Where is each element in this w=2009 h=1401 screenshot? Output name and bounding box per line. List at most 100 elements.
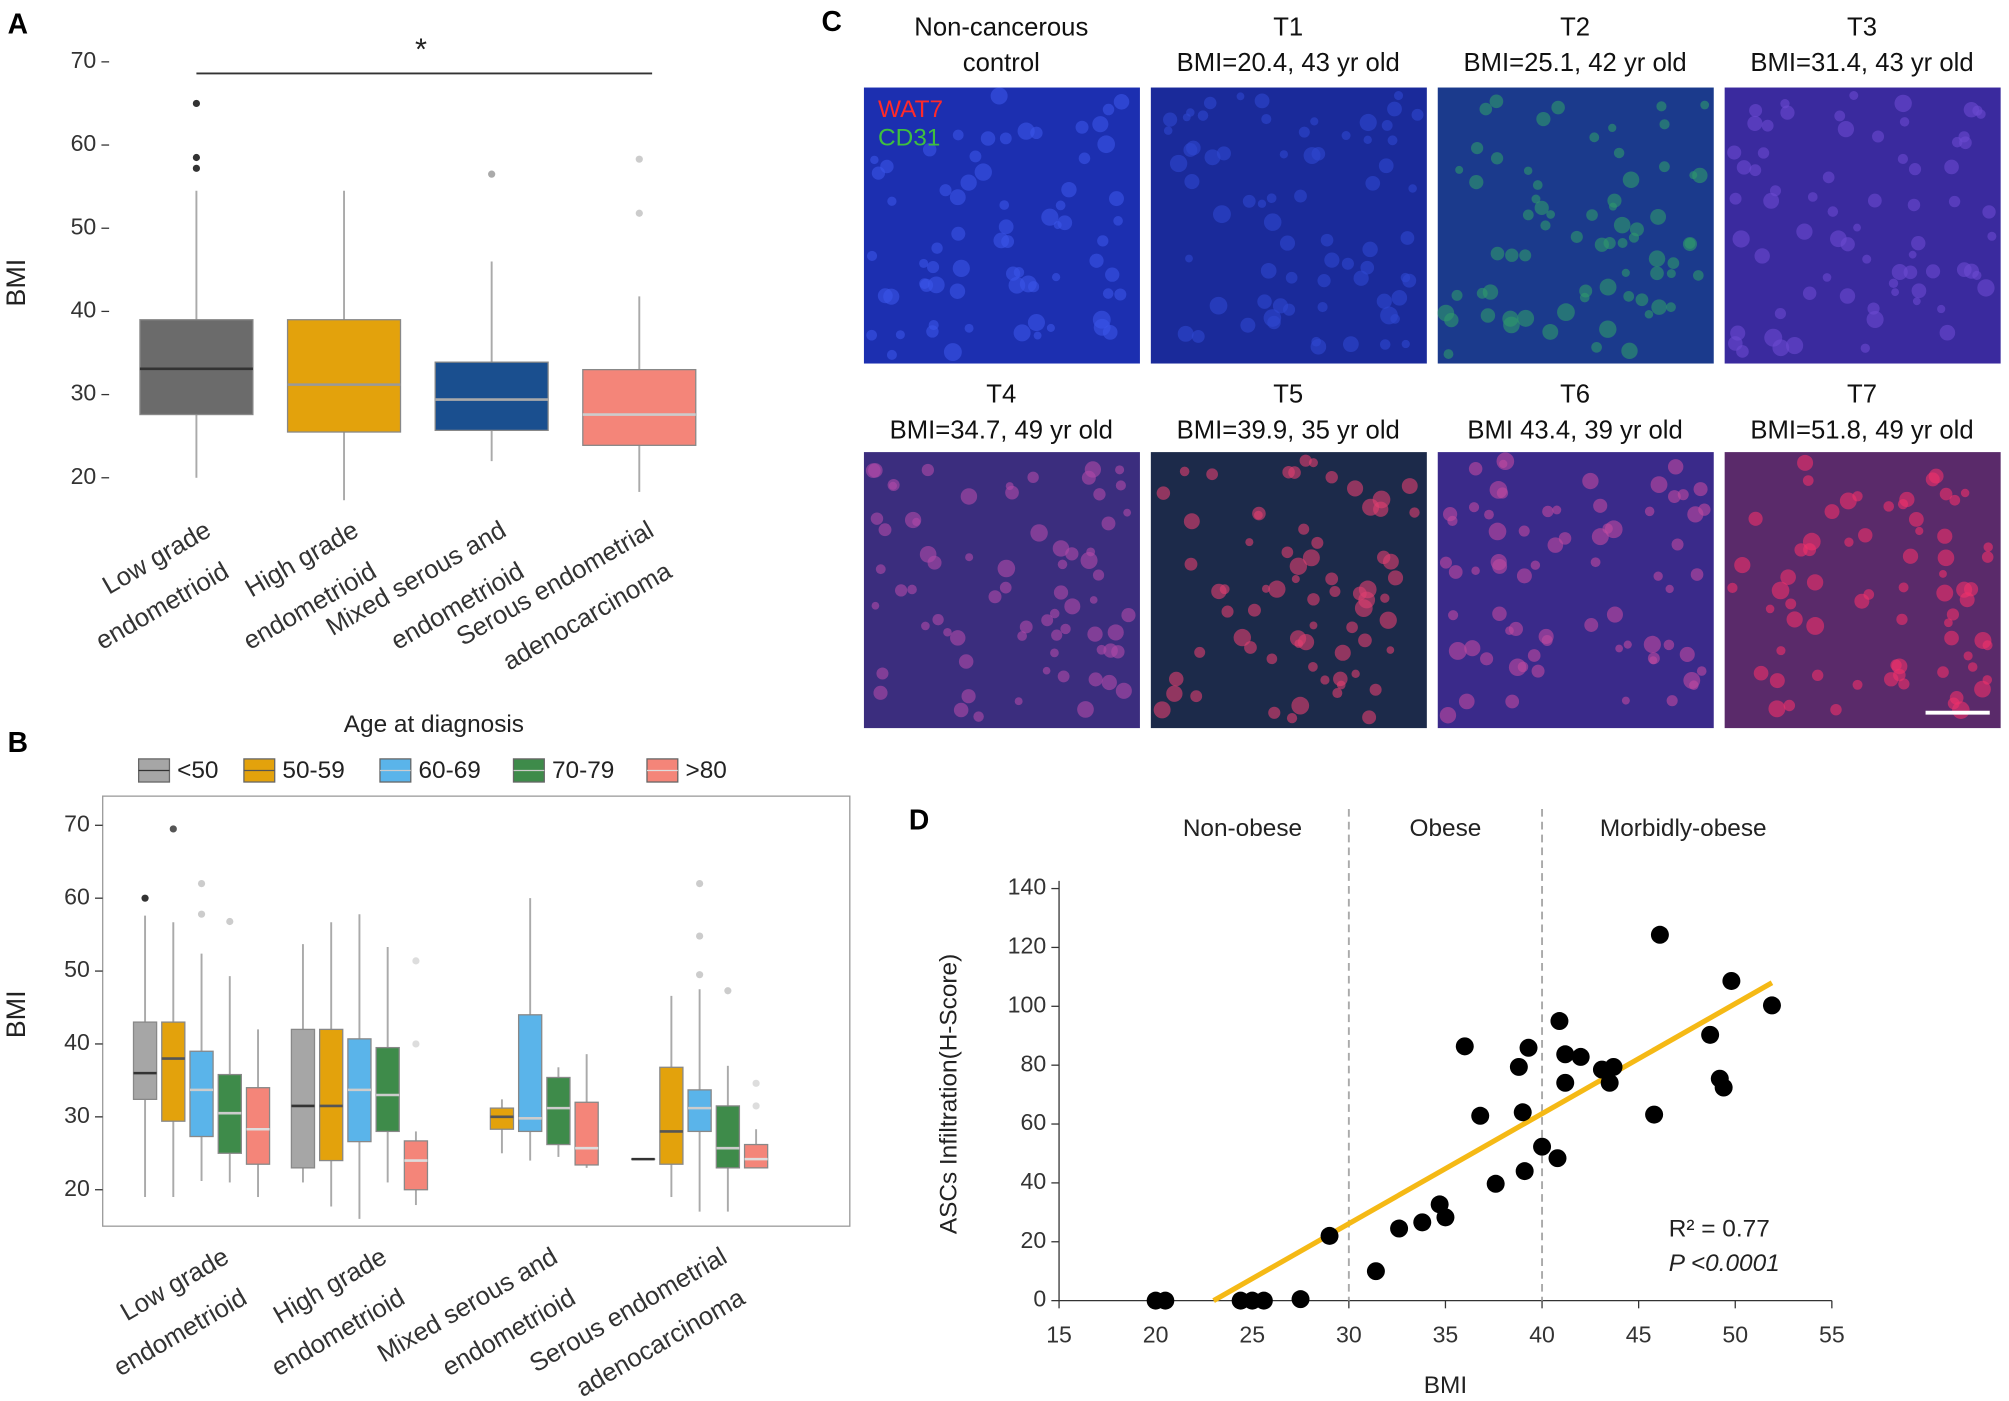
cell xyxy=(1179,466,1190,477)
cell xyxy=(1379,611,1397,629)
y-tick-label: 50 xyxy=(71,213,97,239)
cell xyxy=(998,219,1014,235)
point xyxy=(1722,971,1741,990)
cell xyxy=(1240,317,1256,333)
point xyxy=(1762,996,1781,1015)
cell xyxy=(1867,193,1882,208)
cell xyxy=(939,184,952,197)
trend-line xyxy=(1212,980,1774,1303)
cell xyxy=(1644,506,1655,517)
cell xyxy=(1532,180,1543,190)
outlier xyxy=(412,957,420,965)
cell xyxy=(1455,165,1464,174)
cell xyxy=(1908,163,1922,176)
cell xyxy=(1060,623,1071,635)
cell xyxy=(1635,293,1649,307)
cell xyxy=(876,667,889,680)
cell xyxy=(1796,223,1813,240)
cell xyxy=(927,276,945,294)
cell xyxy=(1013,267,1025,278)
point xyxy=(1390,1219,1409,1238)
cell xyxy=(1891,658,1908,675)
box xyxy=(290,1028,316,1169)
cell xyxy=(1309,621,1318,630)
cell xyxy=(1439,556,1452,569)
y-tick-label: 20 xyxy=(64,1175,90,1201)
cell xyxy=(1698,503,1711,516)
cell xyxy=(1727,582,1738,594)
cell xyxy=(1086,547,1096,557)
cell xyxy=(1480,652,1494,666)
cell xyxy=(1051,273,1061,282)
outlier xyxy=(752,1102,760,1110)
outlier xyxy=(635,155,643,163)
cell xyxy=(1353,270,1369,286)
cell xyxy=(999,200,1010,210)
cell xyxy=(871,166,886,180)
cell xyxy=(1194,646,1206,658)
cell xyxy=(997,559,1016,578)
cell xyxy=(1101,516,1116,531)
cell xyxy=(1830,703,1842,716)
outlier xyxy=(696,971,704,979)
cell xyxy=(1489,481,1508,499)
cell xyxy=(1915,526,1924,536)
cell xyxy=(887,478,900,492)
region-label: Non-obese xyxy=(1183,815,1302,842)
cell xyxy=(1757,147,1770,159)
cell xyxy=(1771,581,1790,600)
cell xyxy=(1289,557,1308,575)
cell xyxy=(1516,568,1532,584)
outlier xyxy=(696,932,704,940)
point xyxy=(1604,1057,1623,1076)
y-tick-label: 40 xyxy=(64,1029,90,1055)
cell xyxy=(1030,524,1048,542)
cell xyxy=(1911,236,1926,251)
cell xyxy=(949,283,966,299)
cell xyxy=(1946,608,1960,621)
cell xyxy=(1279,150,1289,159)
cell xyxy=(1245,538,1254,547)
cell xyxy=(1623,640,1632,649)
image-tile xyxy=(1437,87,1714,364)
y-tick-label: 140 xyxy=(1008,874,1047,900)
point xyxy=(1515,1162,1534,1181)
cell xyxy=(1607,193,1622,208)
cell xyxy=(1747,115,1763,131)
cell xyxy=(1169,154,1188,173)
cell xyxy=(870,512,884,525)
cell xyxy=(1097,135,1116,154)
cell xyxy=(1325,572,1339,586)
cell xyxy=(1862,254,1872,264)
cell xyxy=(1263,213,1282,231)
cell xyxy=(958,654,974,669)
cell xyxy=(1401,339,1410,349)
cell xyxy=(904,511,922,529)
cell xyxy=(1780,569,1796,585)
cell xyxy=(1387,570,1404,586)
tile-title: T4 xyxy=(986,380,1016,408)
cell xyxy=(1184,174,1200,190)
cell xyxy=(1354,599,1373,618)
cell xyxy=(1492,559,1508,574)
legend-label: >80 xyxy=(685,757,726,784)
cell xyxy=(1017,122,1035,140)
legend-label: <50 xyxy=(177,757,218,784)
cell xyxy=(1794,543,1808,557)
cell xyxy=(1469,175,1484,190)
plot-frame xyxy=(102,795,851,1227)
cell xyxy=(1102,288,1114,299)
cell xyxy=(1519,249,1532,262)
cell xyxy=(1115,682,1132,699)
cell xyxy=(1802,532,1821,551)
cell xyxy=(1693,270,1704,281)
box xyxy=(574,1101,599,1166)
cell xyxy=(1329,586,1341,597)
cell xyxy=(1648,250,1666,267)
cell xyxy=(1822,171,1835,184)
cell xyxy=(1608,123,1617,133)
cell xyxy=(1972,270,1982,280)
cell xyxy=(1959,592,1975,608)
box xyxy=(375,1046,400,1133)
cell xyxy=(1786,611,1803,628)
